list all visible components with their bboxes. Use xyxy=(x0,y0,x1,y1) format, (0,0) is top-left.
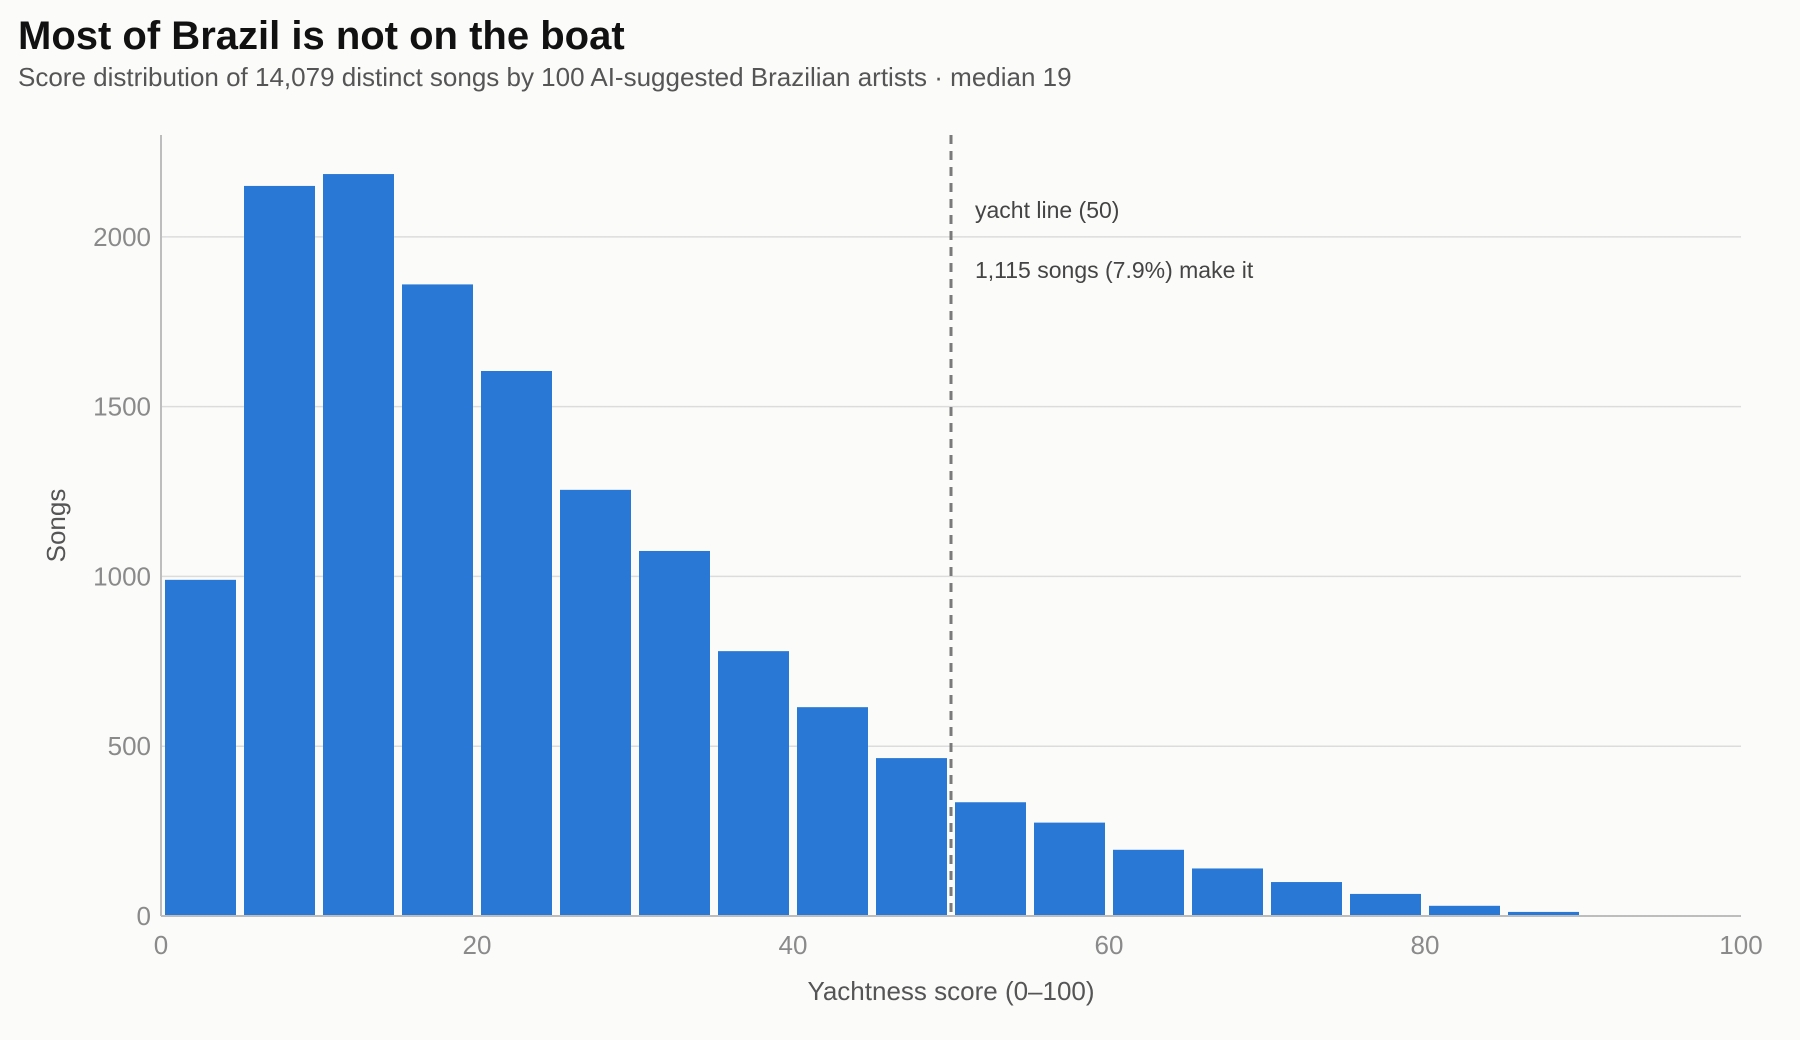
bar-5-10 xyxy=(244,185,315,916)
y-tick-1500: 1500 xyxy=(93,392,151,422)
x-tick-100: 100 xyxy=(1719,930,1762,960)
bar-25-30 xyxy=(560,489,631,916)
x-tick-20: 20 xyxy=(463,930,492,960)
bar-80-85 xyxy=(1429,905,1500,916)
x-tick-60: 60 xyxy=(1095,930,1124,960)
y-tick-500: 500 xyxy=(108,731,151,761)
bar-0-5 xyxy=(165,579,236,916)
bar-30-35 xyxy=(639,550,710,916)
yacht-line-label: yacht line (50) xyxy=(975,197,1119,223)
x-tick-80: 80 xyxy=(1411,930,1440,960)
bar-40-45 xyxy=(797,707,868,916)
yacht-line-note: 1,115 songs (7.9%) make it xyxy=(975,257,1254,283)
y-tick-2000: 2000 xyxy=(93,222,151,252)
bar-45-50 xyxy=(876,758,947,916)
bars xyxy=(165,174,1579,917)
bar-65-70 xyxy=(1192,868,1263,916)
y-axis-label: Songs xyxy=(41,489,71,563)
chart-title: Most of Brazil is not on the boat xyxy=(18,14,625,58)
bar-55-60 xyxy=(1034,822,1105,916)
bar-70-75 xyxy=(1271,882,1342,916)
bar-75-80 xyxy=(1350,893,1421,916)
x-tick-0: 0 xyxy=(154,930,168,960)
bar-35-40 xyxy=(718,651,789,916)
x-tick-40: 40 xyxy=(779,930,808,960)
y-tick-1000: 1000 xyxy=(93,561,151,591)
bar-10-15 xyxy=(323,174,394,917)
yacht-line-group: yacht line (50) 1,115 songs (7.9%) make i… xyxy=(949,135,1254,916)
bar-20-25 xyxy=(481,370,552,917)
chart-subtitle: Score distribution of 14,079 distinct so… xyxy=(18,62,1072,92)
bar-15-20 xyxy=(402,284,473,916)
bar-50-55 xyxy=(955,802,1026,916)
axes xyxy=(160,135,1741,917)
bar-60-65 xyxy=(1113,849,1184,916)
bar-85-90 xyxy=(1508,911,1579,916)
x-axis-label: Yachtness score (0–100) xyxy=(807,976,1094,1006)
y-tick-0: 0 xyxy=(137,901,151,931)
